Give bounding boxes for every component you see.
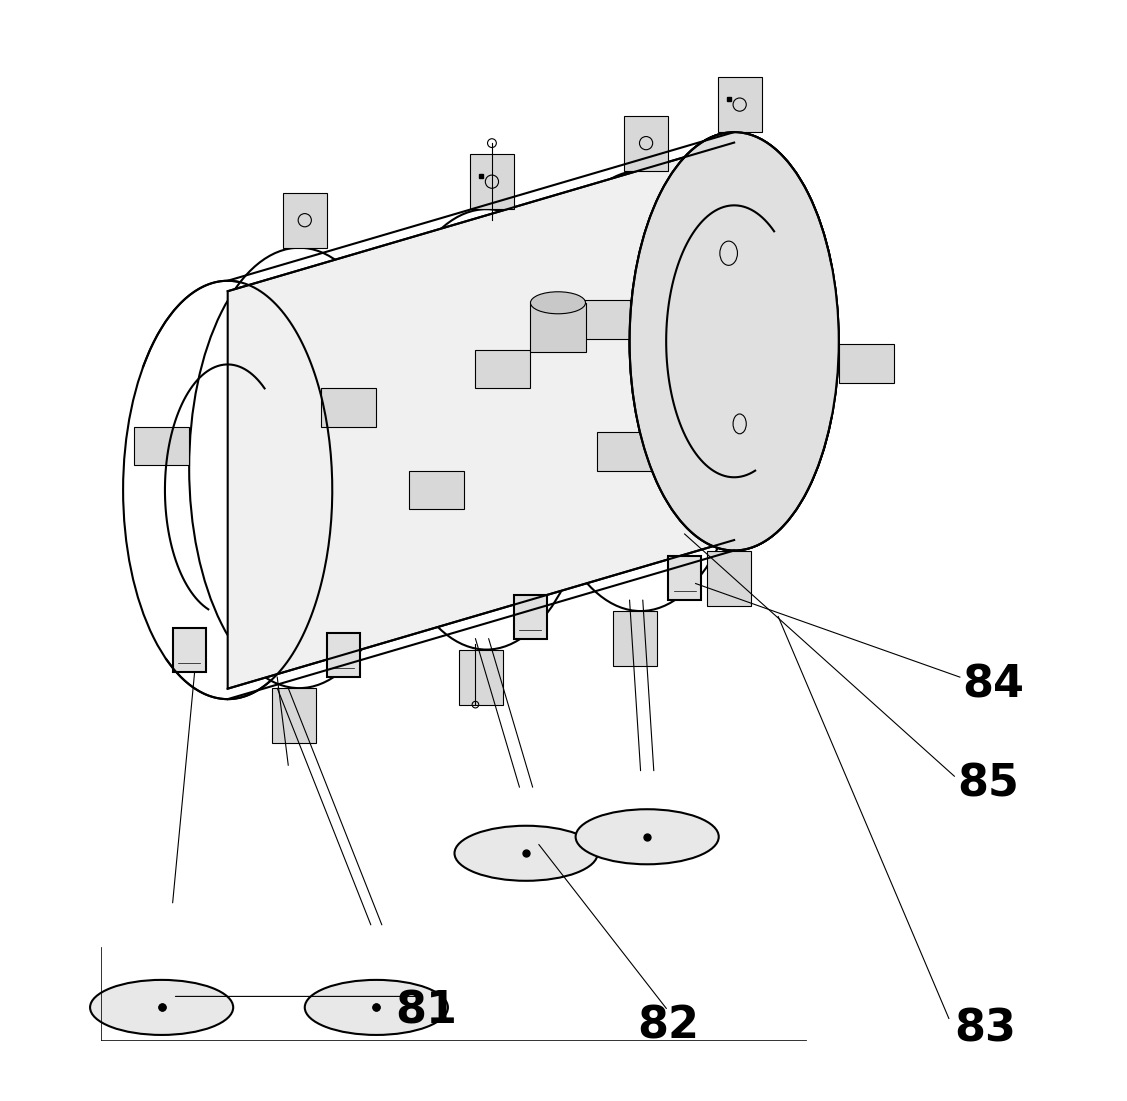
Polygon shape [624, 116, 668, 171]
Bar [531, 303, 586, 352]
Polygon shape [838, 345, 894, 383]
Polygon shape [575, 301, 630, 339]
Polygon shape [718, 77, 762, 132]
Polygon shape [751, 394, 806, 432]
Ellipse shape [212, 408, 232, 439]
Polygon shape [613, 611, 657, 666]
Polygon shape [321, 389, 376, 426]
Bar [668, 556, 701, 600]
Polygon shape [134, 427, 189, 465]
Ellipse shape [454, 826, 597, 881]
Polygon shape [228, 143, 734, 689]
Ellipse shape [630, 132, 838, 550]
Ellipse shape [123, 281, 332, 699]
Ellipse shape [630, 132, 838, 550]
Text: 81: 81 [394, 989, 456, 1033]
Text: 84: 84 [962, 663, 1024, 707]
Bar [327, 633, 360, 677]
Ellipse shape [304, 980, 447, 1035]
Polygon shape [459, 650, 503, 705]
Polygon shape [409, 471, 464, 509]
Ellipse shape [531, 292, 586, 314]
Bar [172, 628, 205, 672]
Polygon shape [272, 688, 316, 743]
Polygon shape [470, 154, 514, 209]
Ellipse shape [576, 809, 719, 864]
Bar [514, 595, 547, 639]
Ellipse shape [630, 132, 838, 550]
Text: 82: 82 [637, 1004, 699, 1048]
Polygon shape [707, 550, 751, 606]
Text: 85: 85 [958, 762, 1020, 806]
Ellipse shape [376, 209, 596, 650]
Polygon shape [476, 350, 531, 389]
Ellipse shape [90, 980, 233, 1035]
Ellipse shape [189, 248, 409, 688]
Ellipse shape [531, 171, 751, 611]
Polygon shape [283, 193, 327, 248]
Polygon shape [596, 433, 651, 471]
Text: 83: 83 [955, 1007, 1017, 1051]
